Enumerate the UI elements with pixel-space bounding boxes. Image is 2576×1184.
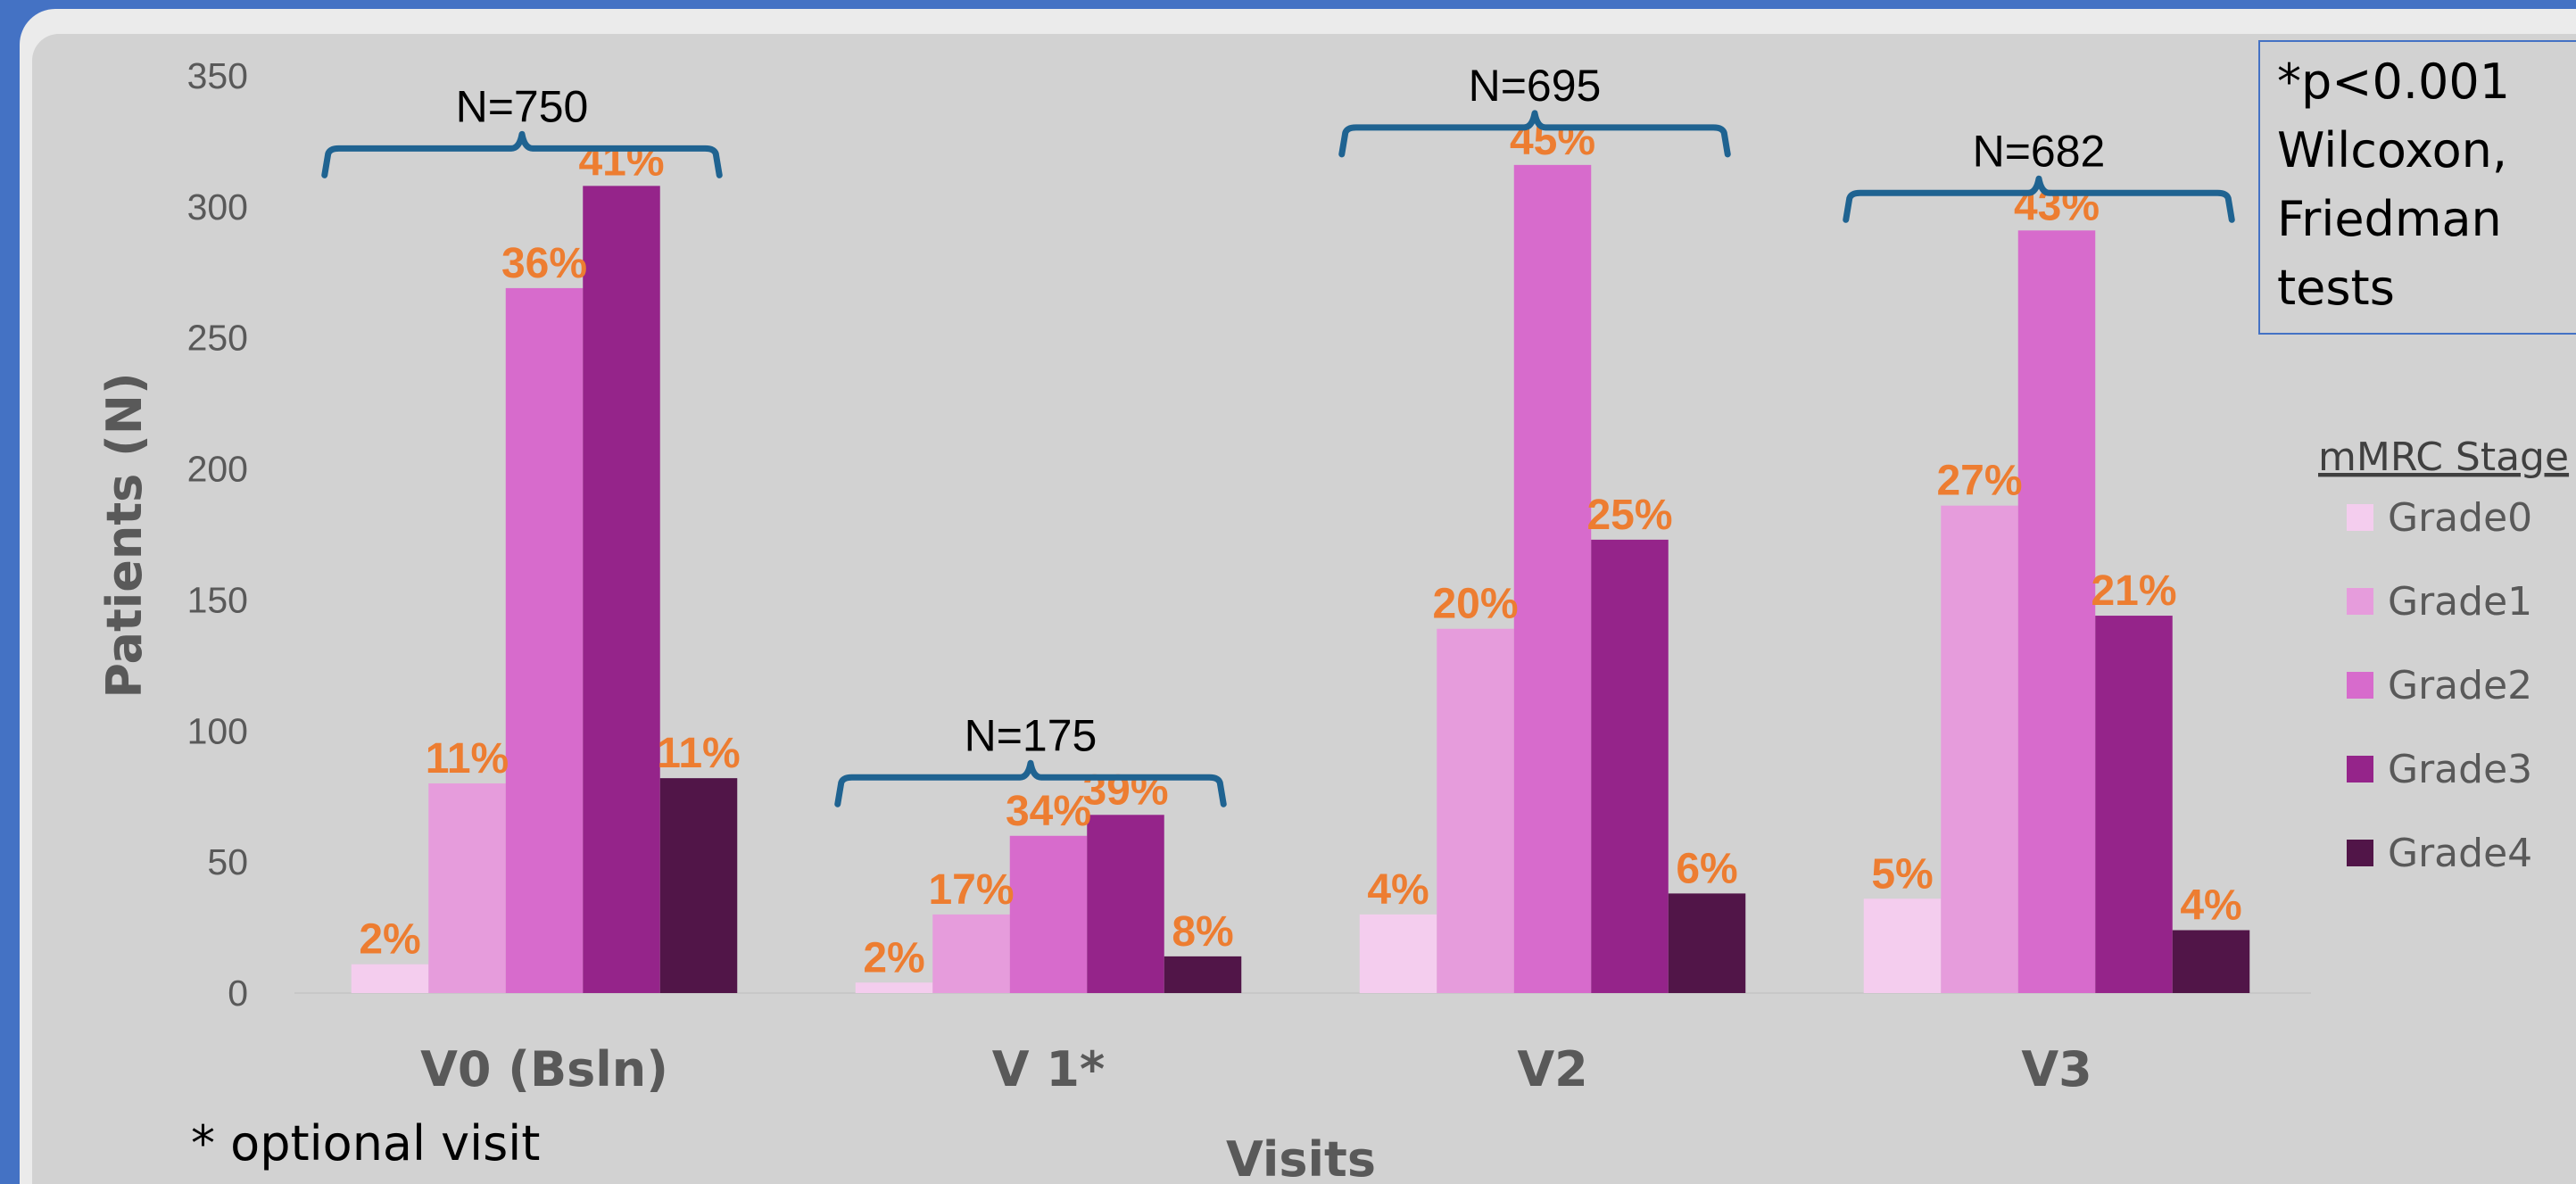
data-label: 20% bbox=[1432, 581, 1518, 628]
bar-grade3-0 bbox=[583, 186, 660, 994]
legend-label-grade4: Grade4 bbox=[2388, 831, 2532, 876]
y-tick-label: 0 bbox=[228, 973, 248, 1014]
stat-note-box: *p<0.001 Wilcoxon, Friedman tests bbox=[2258, 40, 2576, 335]
stat-note-line: Friedman bbox=[2277, 191, 2502, 247]
bar-grade2-2 bbox=[1513, 164, 1592, 993]
group-total-label: N=750 bbox=[456, 81, 589, 131]
y-tick-label: 300 bbox=[187, 186, 248, 228]
legend-swatch-grade0 bbox=[2347, 504, 2373, 531]
legend-swatch-grade3 bbox=[2347, 756, 2373, 782]
footnote: * optional visit bbox=[191, 1115, 540, 1172]
group-bracket bbox=[1843, 175, 2235, 223]
x-tick-label: V0 (Bsln) bbox=[420, 1041, 668, 1097]
y-axis-title: Patients (N) bbox=[96, 372, 153, 698]
data-label: 25% bbox=[1586, 492, 1672, 539]
bar-grade3-1 bbox=[1087, 815, 1164, 993]
legend-label-grade0: Grade0 bbox=[2388, 495, 2532, 541]
bar-grade2-0 bbox=[505, 287, 584, 993]
data-label: 5% bbox=[1871, 850, 1933, 898]
data-label: 11% bbox=[657, 730, 740, 777]
group-total-label: N=695 bbox=[1469, 61, 1602, 111]
bar-grade2-1 bbox=[1009, 835, 1088, 993]
data-label: 8% bbox=[1172, 908, 1233, 956]
group-bracket bbox=[321, 130, 723, 178]
data-label: 17% bbox=[928, 866, 1014, 914]
y-tick-label: 200 bbox=[187, 449, 248, 490]
bar-grade1-3 bbox=[1941, 505, 2018, 993]
data-label: 6% bbox=[1676, 845, 1737, 892]
legend-label-grade3: Grade3 bbox=[2388, 747, 2532, 792]
bar-grade0-2 bbox=[1359, 914, 1437, 993]
group-bracket bbox=[834, 759, 1227, 807]
stat-note-line: tests bbox=[2277, 260, 2395, 316]
group-bracket bbox=[1338, 110, 1731, 158]
bar-grade4-0 bbox=[659, 778, 738, 993]
data-label: 21% bbox=[2091, 567, 2176, 615]
x-tick-label: V3 bbox=[2021, 1041, 2091, 1097]
x-tick-label: V2 bbox=[1517, 1041, 1587, 1097]
legend-title: mMRC Stage bbox=[2318, 435, 2569, 480]
bar-grade1-0 bbox=[428, 783, 506, 993]
bars bbox=[351, 164, 2250, 994]
data-label: 2% bbox=[359, 916, 420, 964]
y-axis: 0 50 100 150 200 250 300 350 bbox=[187, 55, 248, 1014]
data-label: 34% bbox=[1006, 788, 1091, 835]
y-tick-label: 350 bbox=[187, 55, 248, 96]
y-tick-label: 150 bbox=[187, 579, 248, 620]
bar-grade1-2 bbox=[1437, 628, 1514, 993]
bar-grade0-1 bbox=[855, 982, 933, 993]
y-tick-label: 100 bbox=[187, 710, 248, 751]
data-label: 39% bbox=[1082, 766, 1168, 814]
data-label: 4% bbox=[1367, 866, 1429, 914]
group-brackets: N=750 N=175 N=695 N=682 bbox=[321, 61, 2235, 807]
bar-grade4-3 bbox=[2172, 930, 2250, 993]
group-total-label: N=175 bbox=[965, 710, 1097, 760]
y-tick-label: 250 bbox=[187, 318, 248, 359]
data-label: 41% bbox=[578, 137, 664, 185]
legend-label-grade2: Grade2 bbox=[2388, 663, 2532, 708]
bar-grade2-3 bbox=[2017, 230, 2096, 993]
bar-grade0-0 bbox=[351, 964, 429, 993]
data-label: 2% bbox=[863, 934, 924, 981]
legend-swatch-grade2 bbox=[2347, 672, 2373, 699]
bar-grade3-3 bbox=[2095, 616, 2173, 993]
data-label: 36% bbox=[501, 240, 587, 287]
y-tick-label: 50 bbox=[207, 841, 248, 882]
x-tick-label: V 1* bbox=[992, 1041, 1105, 1097]
legend-swatch-grade1 bbox=[2347, 588, 2373, 615]
bar-grade4-1 bbox=[1164, 956, 1242, 993]
legend-label-grade1: Grade1 bbox=[2388, 579, 2532, 625]
stat-note-line: Wilcoxon, bbox=[2277, 122, 2507, 178]
data-label: 11% bbox=[426, 735, 509, 782]
bar-grade0-3 bbox=[1863, 898, 1942, 993]
data-label: 43% bbox=[2014, 182, 2100, 229]
data-label: 45% bbox=[1510, 117, 1595, 164]
legend: mMRC Stage Grade0 Grade1 Grade2 Grade3 Grade… bbox=[2318, 435, 2569, 876]
bar-grade1-1 bbox=[932, 914, 1010, 993]
data-label: 4% bbox=[2180, 882, 2241, 930]
x-axis: V0 (Bsln) V 1* V2 V3 bbox=[420, 1041, 2092, 1097]
bar-grade4-2 bbox=[1668, 893, 1746, 993]
group-total-label: N=682 bbox=[1973, 126, 2106, 176]
stat-note-line: *p<0.001 bbox=[2277, 54, 2510, 110]
data-label: 27% bbox=[1936, 458, 2022, 505]
x-axis-title: Visits bbox=[1226, 1131, 1376, 1184]
bar-grade3-2 bbox=[1591, 539, 1669, 993]
legend-swatch-grade4 bbox=[2347, 840, 2373, 866]
